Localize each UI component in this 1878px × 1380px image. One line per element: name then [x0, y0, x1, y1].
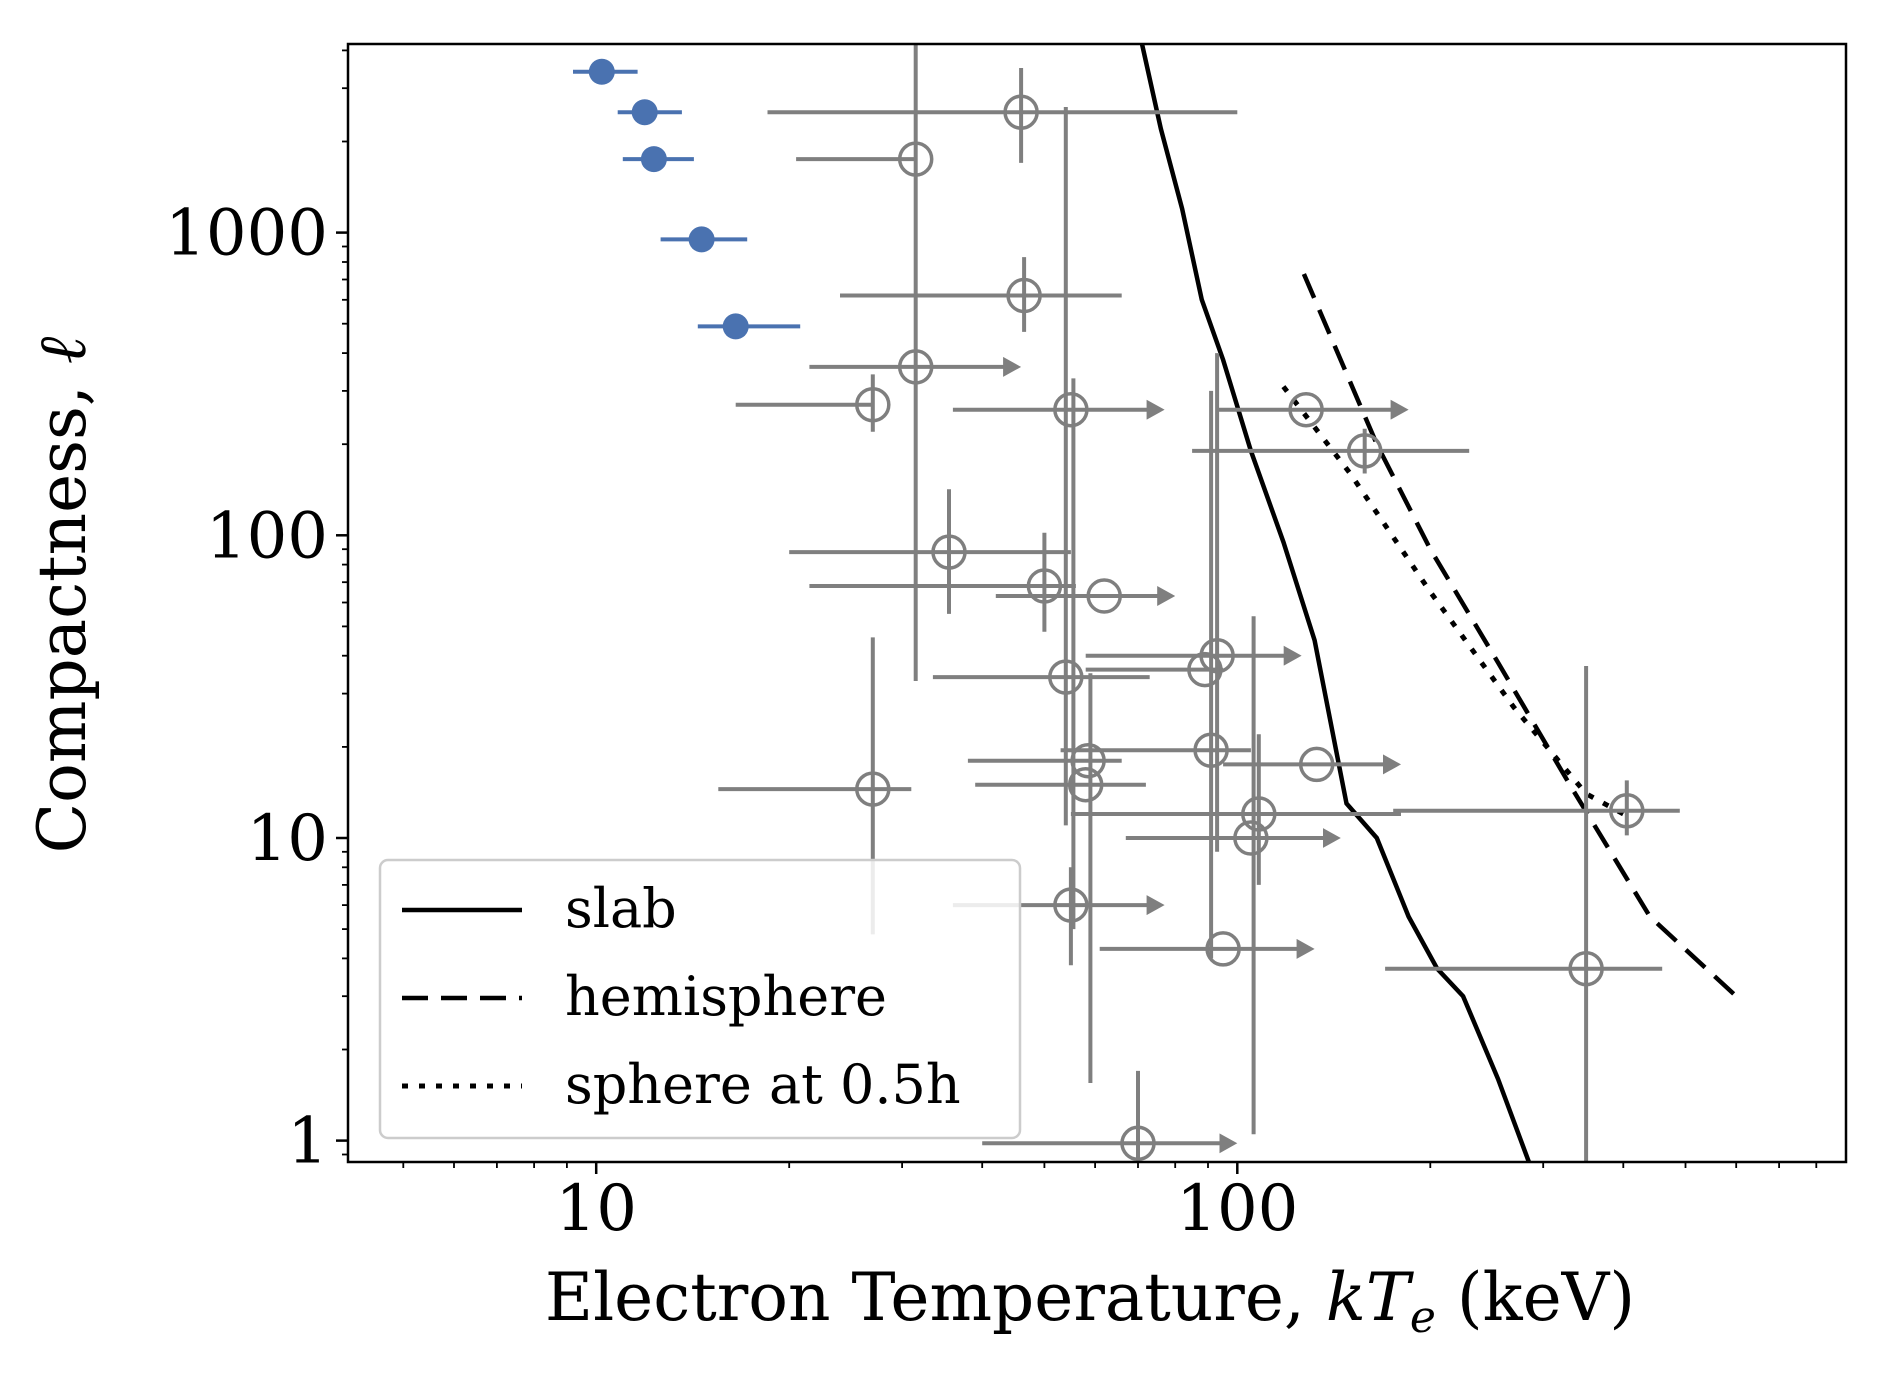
legend-label: slab — [565, 877, 677, 940]
y-tick-label: 1000 — [165, 197, 328, 271]
legend-label: sphere at 0.5h — [565, 1053, 961, 1116]
grey-data-point — [1609, 793, 1645, 829]
grey-data-point — [1120, 1125, 1156, 1162]
axes: 10 100 1 10 100 1000 — [165, 42, 1848, 1246]
grey-data-point — [1568, 950, 1604, 987]
grey-data-point — [855, 771, 891, 807]
y-tick-label: 10 — [247, 802, 328, 876]
grey-data-point — [931, 534, 967, 570]
x-tick-label: 10 — [555, 1172, 636, 1246]
grey-data-point — [1346, 433, 1383, 469]
legend-box — [378, 858, 1022, 1140]
grey-data-point — [1298, 746, 1335, 783]
blue-data-point — [688, 226, 715, 253]
grey-data-point — [1205, 931, 1241, 967]
model-line-sphere-at-0-5h — [1281, 385, 1625, 817]
grey-data-point — [855, 386, 891, 423]
grey-data-point — [1233, 820, 1269, 856]
blue-data-point — [588, 58, 615, 85]
y-tick-label: 1 — [287, 1105, 328, 1179]
model-line-slab — [1139, 44, 1532, 1162]
grey-data-point — [1003, 94, 1039, 130]
grey-data-point — [1006, 277, 1042, 314]
legend: slab hemisphere sphere at 0.5h — [378, 858, 1022, 1140]
grey-data-point — [1053, 391, 1089, 428]
blue-data-point — [722, 313, 749, 340]
grey-data-point — [1086, 578, 1122, 614]
y-tick-label: 100 — [206, 499, 328, 573]
model-line-hemisphere — [1301, 273, 1738, 998]
y-axis-label: Compactness, ℓ — [24, 336, 101, 853]
grey-data-point — [1067, 766, 1104, 803]
x-tick-label: 100 — [1176, 1172, 1298, 1246]
plot-area — [573, 44, 1738, 1162]
grey-data-point — [1241, 796, 1277, 832]
x-axis-label: Electron Temperature, kTe (keV) — [545, 1259, 1635, 1343]
data-layer — [573, 44, 1738, 1162]
grey-data-point — [1053, 887, 1089, 923]
grey-data-point — [1288, 391, 1324, 428]
legend-label: hemisphere — [565, 965, 887, 1028]
blue-data-point — [631, 99, 658, 126]
grey-data-point — [1026, 568, 1063, 604]
blue-data-point — [640, 146, 667, 173]
